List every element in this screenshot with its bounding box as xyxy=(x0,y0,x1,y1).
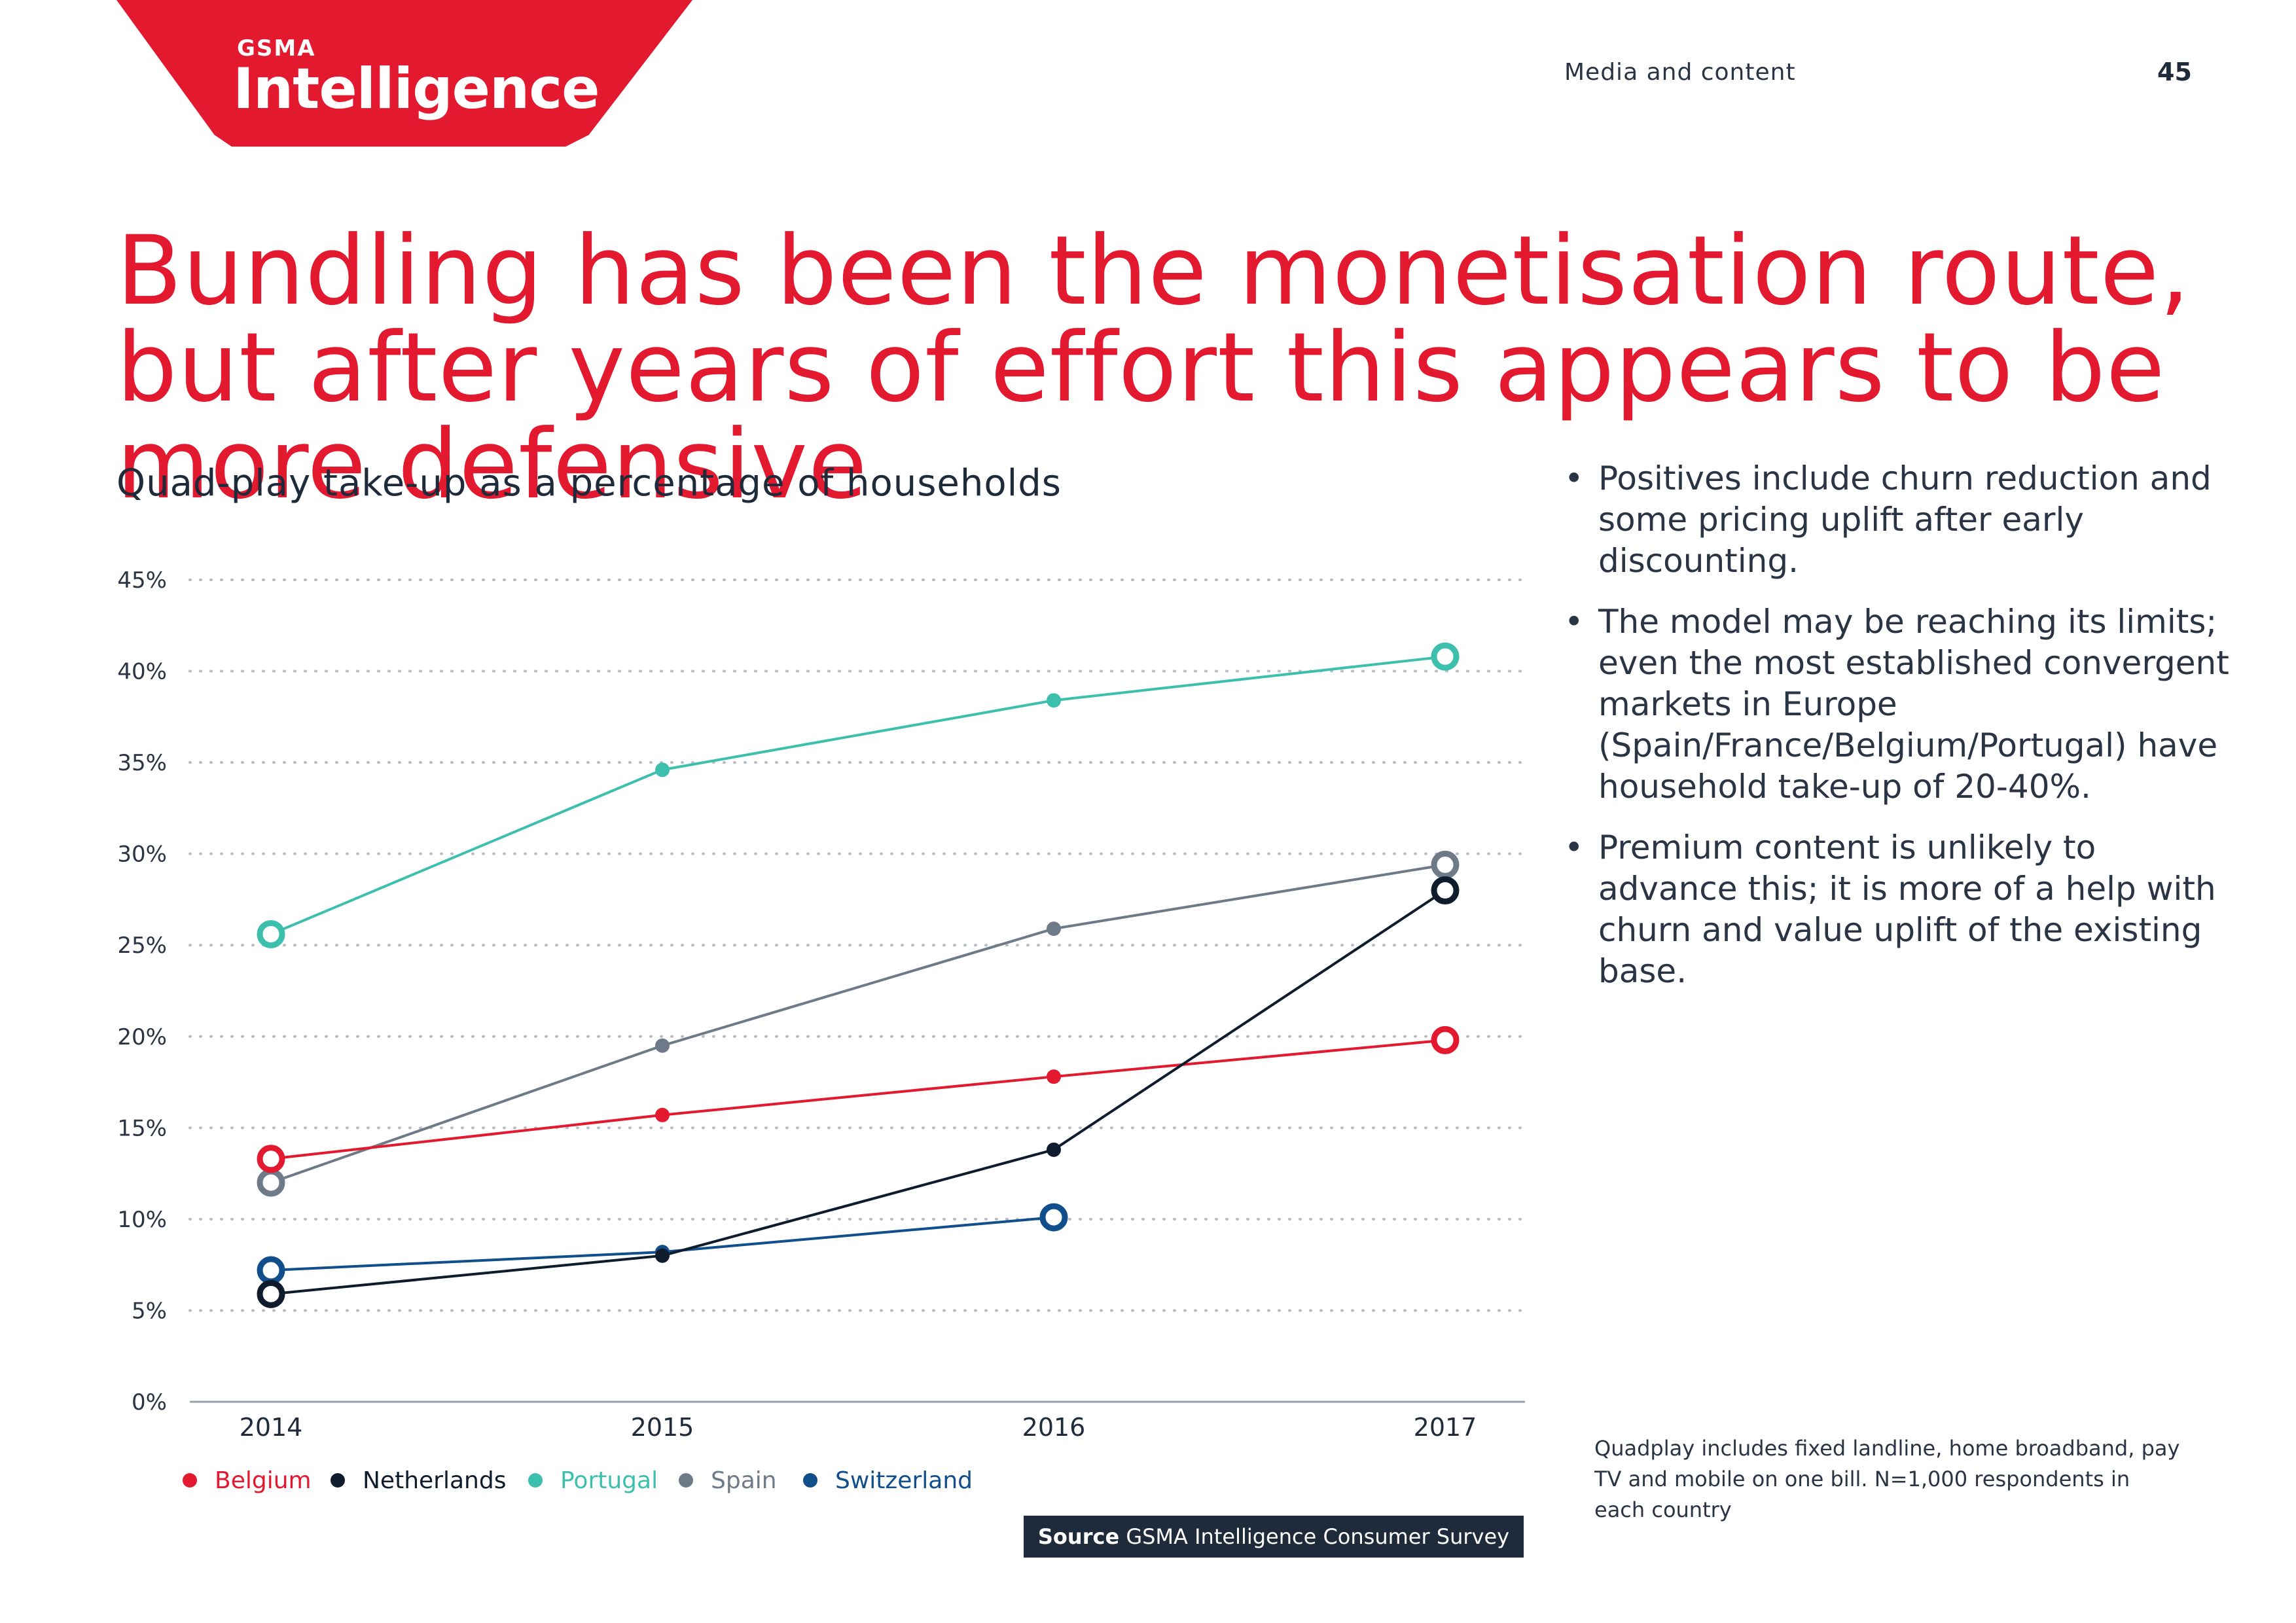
grid-lines xyxy=(188,579,1526,1403)
y-tick-label: 40% xyxy=(117,659,167,685)
x-tick-label: 2014 xyxy=(240,1413,303,1442)
legend-marker-netherlands xyxy=(331,1473,345,1488)
data-point-portugal xyxy=(257,919,285,948)
legend-label-spain: Spain xyxy=(711,1467,777,1494)
data-point-portugal xyxy=(655,762,670,777)
data-point-switzerland xyxy=(1039,1203,1068,1232)
data-point-spain xyxy=(1047,921,1061,936)
data-point-portugal xyxy=(1047,693,1061,708)
bullet-item: • Positives include churn reduction and s… xyxy=(1564,459,2212,580)
data-point-netherlands xyxy=(1047,1142,1061,1157)
y-tick-label: 45% xyxy=(117,567,167,594)
data-point-spain xyxy=(1431,850,1460,879)
legend-marker-portugal xyxy=(528,1473,543,1488)
page-headline: Bundling has been the monetisation route… xyxy=(117,215,2191,520)
legend-marker-spain xyxy=(679,1473,693,1488)
legend-marker-switzerland xyxy=(803,1473,817,1488)
legend: Belgium Netherlands Portugal Spain Switzerla… xyxy=(183,1467,973,1494)
data-point-belgium xyxy=(655,1107,670,1122)
bullet-item: • Premium content is unlikely to advance … xyxy=(1564,829,2216,990)
series-points xyxy=(257,642,1460,1308)
legend-label-portugal: Portugal xyxy=(560,1467,658,1494)
data-point-spain xyxy=(655,1038,670,1053)
series-line-portugal xyxy=(270,655,1446,936)
legend-label-belgium: Belgium xyxy=(215,1467,312,1494)
data-point-netherlands xyxy=(1431,876,1460,904)
logo-gsma-text: GSMA xyxy=(237,35,316,62)
section-label: Media and content xyxy=(1564,59,1796,86)
data-point-netherlands xyxy=(257,1279,285,1308)
x-tick-labels: 2014 2015 2016 2017 xyxy=(240,1413,1477,1442)
series-line-belgium xyxy=(270,1039,1446,1160)
bullet-text: Positives include churn reduction and so… xyxy=(1598,459,2212,580)
x-tick-label: 2016 xyxy=(1022,1413,1086,1442)
y-tick-label: 20% xyxy=(117,1024,167,1050)
bullet-text: The model may be reaching its limits; ev… xyxy=(1598,603,2229,806)
x-tick-label: 2017 xyxy=(1414,1413,1477,1442)
y-tick-labels: 0% 5% 10% 15% 20% 25% 30% 35% 40% 45% xyxy=(117,567,167,1416)
bullet-text: Premium content is unlikely to advance t… xyxy=(1598,829,2216,990)
chart-title: Quad-play take-up as a percentage of hou… xyxy=(117,462,1062,505)
bullet-item: • The model may be reaching its limits; e… xyxy=(1564,603,2229,806)
source-label: Source xyxy=(1037,1524,1120,1549)
y-tick-label: 10% xyxy=(117,1207,167,1233)
y-tick-label: 30% xyxy=(117,842,167,868)
data-point-portugal xyxy=(1431,642,1460,671)
source-box: Source GSMA Intelligence Consumer Survey xyxy=(1024,1516,1524,1558)
data-point-belgium xyxy=(1047,1069,1061,1084)
series-lines xyxy=(270,655,1446,1296)
page-number: 45 xyxy=(2157,58,2192,86)
logo-band xyxy=(117,0,692,147)
legend-marker-belgium xyxy=(183,1473,197,1488)
y-tick-label: 0% xyxy=(132,1389,167,1416)
data-point-belgium xyxy=(1431,1026,1460,1054)
logo-intelligence-text: Intelligence xyxy=(233,56,600,122)
data-point-netherlands xyxy=(655,1248,670,1263)
y-tick-label: 5% xyxy=(132,1298,167,1324)
bullet-list: • Positives include churn reduction and s… xyxy=(1564,458,2232,1012)
series-line-spain xyxy=(270,863,1446,1184)
y-tick-label: 35% xyxy=(117,750,167,776)
y-tick-label: 25% xyxy=(117,933,167,959)
legend-label-switzerland: Switzerland xyxy=(835,1467,973,1494)
y-tick-label: 15% xyxy=(117,1115,167,1141)
series-line-netherlands xyxy=(270,889,1446,1296)
legend-label-netherlands: Netherlands xyxy=(363,1467,506,1494)
data-point-spain xyxy=(257,1168,285,1197)
x-tick-label: 2015 xyxy=(631,1413,694,1442)
data-point-switzerland xyxy=(257,1256,285,1285)
source-text: GSMA Intelligence Consumer Survey xyxy=(1126,1524,1510,1549)
data-point-belgium xyxy=(257,1145,285,1173)
footnote: Quadplay includes fixed landline, home b… xyxy=(1594,1436,2180,1522)
